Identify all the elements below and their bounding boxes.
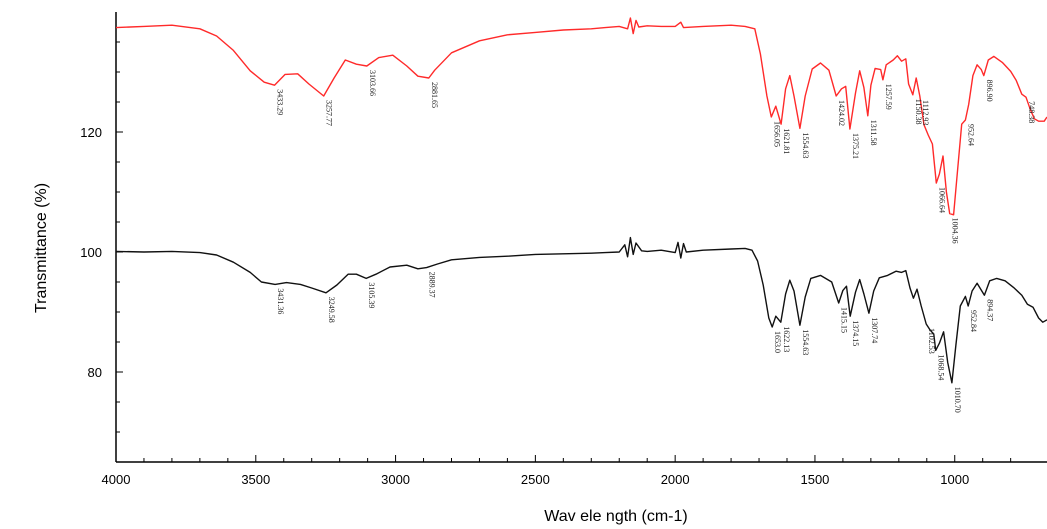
peak-label: 1415.15: [840, 307, 849, 333]
y-tick-label: 100: [80, 245, 102, 260]
peak-label: 3431.36: [276, 288, 285, 314]
x-tick-label: 1500: [800, 472, 829, 487]
series-line-black: [115, 236, 1047, 384]
peak-label: 894.37: [985, 299, 994, 321]
peak-label: 1112.93: [921, 100, 930, 125]
x-tick-label: 2000: [661, 472, 690, 487]
y-axis-title: Transmittance (%): [33, 183, 50, 313]
peak-label: 1004.36: [951, 218, 960, 244]
peak-label: 896.90: [985, 80, 994, 102]
peak-label: 1257.59: [884, 84, 893, 110]
peak-label: 3103.66: [368, 70, 377, 96]
y-tick-label: 120: [80, 125, 102, 140]
chart-series: [115, 17, 1047, 384]
series-line-red: [115, 17, 1047, 216]
peak-label: 3433.29: [276, 89, 285, 115]
peak-label: 1010.70: [953, 387, 962, 413]
peak-label: 1375.21: [851, 133, 860, 159]
peak-label: 1621.81: [782, 128, 791, 154]
x-tick-label: 4000: [102, 472, 131, 487]
peak-label: 1307.74: [870, 317, 879, 343]
peak-labels: 3433.29 3257.77 3103.66 2881.65 1656.05 1621.…: [276, 70, 1037, 413]
chart-axes: 4000 3500 3000 2500 2000 1500 1000 80 100 120: [80, 12, 1047, 487]
peak-label: 2881.65: [430, 82, 439, 108]
peak-label: 1622.13: [782, 326, 791, 352]
peak-label: 3105.39: [367, 282, 376, 308]
y-tick-label: 80: [88, 365, 102, 380]
peak-label: 1554.63: [801, 132, 810, 158]
peak-label: 748.38: [1027, 101, 1036, 123]
peak-label: 952.84: [969, 310, 978, 332]
x-tick-label: 3500: [241, 472, 270, 487]
peak-label: 1102.53: [927, 328, 936, 354]
peak-label: 2889.37: [428, 272, 437, 298]
peak-label: 1374.15: [851, 320, 860, 346]
peak-label: 1150.38: [914, 99, 923, 125]
peak-label: 1554.63: [801, 329, 810, 355]
peak-label: 1656.05: [772, 121, 781, 147]
peak-label: 952.64: [966, 124, 975, 146]
peak-label: 3257.77: [325, 100, 334, 126]
peak-label: 1068.54: [937, 354, 946, 380]
x-tick-label: 3000: [381, 472, 410, 487]
peak-label: 3249.58: [327, 297, 336, 323]
x-tick-label: 2500: [521, 472, 550, 487]
peak-label: 1311.58: [869, 120, 878, 146]
peak-label: 1424.02: [837, 100, 846, 126]
peak-label: 1653.0: [773, 331, 782, 353]
x-axis-title: Wav ele ngth (cm-1): [544, 508, 687, 525]
peak-label: 1066.64: [937, 187, 946, 213]
x-tick-label: 1000: [940, 472, 969, 487]
